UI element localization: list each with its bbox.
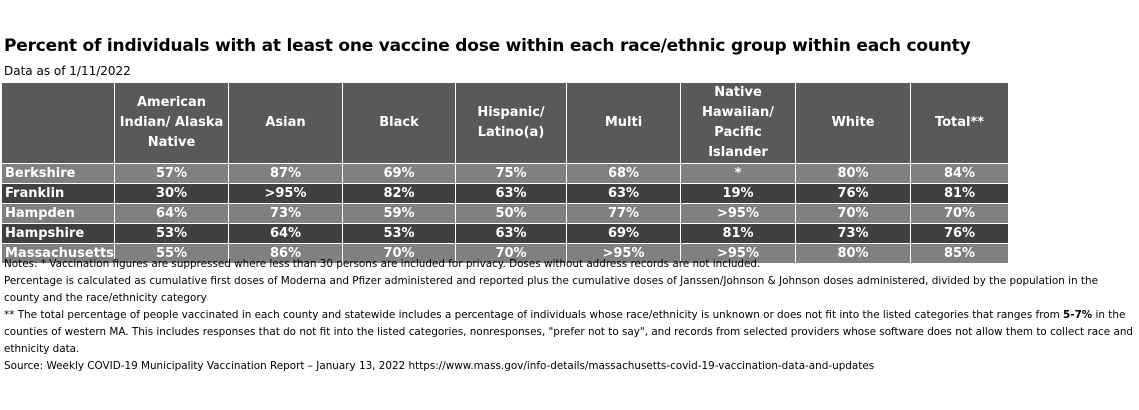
- cell: 87%: [228, 163, 343, 184]
- cell: 70%: [795, 203, 911, 224]
- cell: 57%: [114, 163, 229, 184]
- cell: 55%: [114, 243, 229, 264]
- cell: 73%: [795, 223, 911, 244]
- cell: 70%: [455, 243, 567, 264]
- cell: 77%: [566, 203, 681, 224]
- row-label: Hampshire: [1, 223, 115, 244]
- cell: 80%: [795, 243, 911, 264]
- header-cell: Hispanic/ Latino(a): [455, 82, 567, 164]
- note: Source: Weekly COVID-19 Municipality Vac…: [4, 360, 875, 372]
- cell: 64%: [114, 203, 229, 224]
- header-cell: White: [795, 82, 911, 164]
- cell: 70%: [910, 203, 1009, 224]
- header-cell: Multi: [566, 82, 681, 164]
- cell: 19%: [680, 183, 796, 204]
- row-label: Franklin: [1, 183, 115, 204]
- cell: >95%: [680, 203, 796, 224]
- subtitle: Data as of 1/11/2022: [4, 64, 131, 78]
- header-cell: Black: [342, 82, 456, 164]
- cell: 50%: [455, 203, 567, 224]
- note-text: 5-7%: [1063, 309, 1093, 321]
- note-text: in the counties of western MA. This incl…: [4, 309, 1134, 355]
- cell: 53%: [114, 223, 229, 244]
- vaccination-table: American Indian/ Alaska Native Asian Black…: [1, 82, 1009, 264]
- cell: 53%: [342, 223, 456, 244]
- cell: 63%: [455, 223, 567, 244]
- cell: 68%: [566, 163, 681, 184]
- note: Notes: * Vaccination figures are suppres…: [4, 258, 761, 270]
- cell: >95%: [680, 243, 796, 264]
- notes: Notes: * Vaccination figures are suppres…: [4, 256, 1134, 375]
- row-label: Hampden: [1, 203, 115, 224]
- cell: 86%: [228, 243, 343, 264]
- cell: 69%: [342, 163, 456, 184]
- header-cell: Native Hawaiian/ Pacific Islander: [680, 82, 796, 164]
- row-label: Berkshire: [1, 163, 115, 184]
- note: Percentage is calculated as cumulative f…: [4, 275, 1098, 304]
- table-row: Franklin 30% >95% 82% 63% 63% 19% 76% 81%: [1, 183, 1009, 204]
- header-cell: Asian: [228, 82, 343, 164]
- cell: >95%: [228, 183, 343, 204]
- row-label: Massachusetts: [1, 243, 115, 264]
- note-text: ** The total percentage of people vaccin…: [4, 309, 1064, 321]
- cell: 63%: [566, 183, 681, 204]
- cell: 75%: [455, 163, 567, 184]
- header-cell: American Indian/ Alaska Native: [114, 82, 229, 164]
- title: Percent of individuals with at least one…: [4, 36, 971, 56]
- cell: 69%: [566, 223, 681, 244]
- cell: 30%: [114, 183, 229, 204]
- cell: 85%: [910, 243, 1009, 264]
- table-row: Massachusetts 55% 86% 70% 70% >95% >95% 80% 85%: [1, 243, 1009, 264]
- cell: 81%: [680, 223, 796, 244]
- cell: 59%: [342, 203, 456, 224]
- cell: 81%: [910, 183, 1009, 204]
- cell: 63%: [455, 183, 567, 204]
- cell: 76%: [910, 223, 1009, 244]
- cell: 64%: [228, 223, 343, 244]
- table-row: Berkshire 57% 87% 69% 75% 68% * 80% 84%: [1, 163, 1009, 184]
- cell: *: [680, 163, 796, 184]
- cell: 73%: [228, 203, 343, 224]
- header-cell: [1, 82, 115, 164]
- note: ** The total percentage of people vaccin…: [4, 307, 1134, 358]
- table-body: Berkshire 57% 87% 69% 75% 68% * 80% 84% Franklin 3…: [1, 163, 1009, 264]
- table-row: Hampden 64% 73% 59% 50% 77% >95% 70% 70%: [1, 203, 1009, 224]
- cell: >95%: [566, 243, 681, 264]
- header-cell: Total**: [910, 82, 1009, 164]
- cell: 70%: [342, 243, 456, 264]
- cell: 84%: [910, 163, 1009, 184]
- header-row: American Indian/ Alaska Native Asian Black…: [1, 82, 1009, 164]
- cell: 82%: [342, 183, 456, 204]
- table-row: Hampshire 53% 64% 53% 63% 69% 81% 73% 76%: [1, 223, 1009, 244]
- cell: 80%: [795, 163, 911, 184]
- cell: 76%: [795, 183, 911, 204]
